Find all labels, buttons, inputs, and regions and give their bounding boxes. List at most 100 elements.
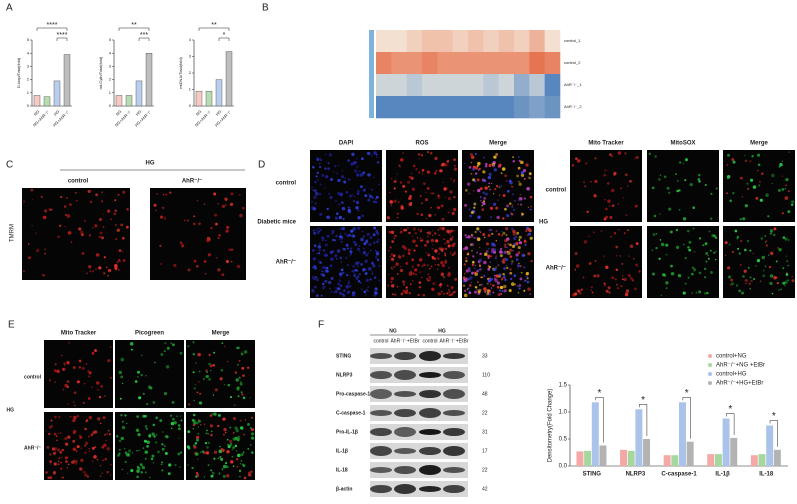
cell-signal [474, 152, 477, 156]
cell-signal [66, 214, 71, 218]
cell-signal [523, 254, 526, 257]
cell-signal [155, 416, 159, 420]
cell-signal [179, 415, 182, 417]
cell-signal [54, 449, 57, 451]
cell-signal [338, 215, 342, 220]
cell-signal [42, 215, 47, 220]
cell-signal [118, 439, 122, 443]
y-tick-label: 5 [27, 37, 30, 42]
cell-signal [488, 188, 491, 191]
cell-signal [726, 175, 731, 179]
cell-signal [605, 207, 608, 211]
cell-signal [499, 285, 504, 290]
cell-signal [425, 191, 427, 194]
cell-signal [49, 475, 53, 480]
cell-signal [236, 465, 239, 468]
cell-signal [523, 239, 527, 243]
blot-band [443, 446, 465, 456]
cell-signal [93, 455, 97, 459]
cell-signal [606, 182, 610, 185]
heatmap-cell [422, 96, 438, 119]
cell-signal [423, 263, 426, 267]
blot-band [443, 485, 465, 493]
cell-signal [78, 359, 82, 363]
cell-signal [243, 433, 246, 436]
cell-signal [59, 432, 62, 434]
cell-signal [56, 439, 58, 442]
cell-signal [339, 227, 342, 231]
cell-signal [400, 204, 404, 208]
cell-signal [241, 366, 245, 370]
cell-signal [452, 229, 455, 232]
cell-signal [444, 163, 448, 167]
cell-signal [785, 273, 789, 276]
cell-signal [152, 401, 156, 404]
cell-signal [87, 370, 90, 372]
cell-signal [472, 167, 475, 171]
y-tick-label: 0 [27, 103, 30, 108]
cell-signal [356, 173, 360, 177]
cell-signal [508, 179, 512, 183]
cell-signal [352, 240, 356, 244]
cell-signal [755, 265, 757, 267]
cell-signal [502, 217, 505, 220]
cell-signal [313, 285, 317, 289]
cell-signal [99, 475, 102, 477]
cell-signal [787, 190, 790, 193]
cell-signal [121, 420, 125, 423]
cell-signal [57, 460, 60, 463]
bar [671, 455, 679, 466]
cell-signal [691, 266, 694, 269]
cell-signal [749, 160, 752, 163]
cell-signal [318, 242, 321, 245]
cell-signal [739, 176, 743, 180]
cell-signal [463, 293, 468, 298]
significance-label: ** [131, 22, 137, 29]
cell-signal [321, 266, 325, 270]
cell-signal [312, 166, 315, 169]
cell-signal [453, 207, 457, 212]
cell-signal [75, 192, 77, 194]
protein-label: Pro-IL-1β [336, 429, 358, 435]
cell-signal [517, 267, 519, 269]
cell-signal [758, 184, 761, 187]
cell-signal [768, 265, 772, 269]
cell-signal [114, 209, 117, 212]
cell-signal [468, 269, 472, 273]
cell-signal [603, 173, 606, 177]
cell-signal [322, 273, 326, 277]
significance-label: * [223, 32, 226, 39]
cell-signal [483, 287, 487, 291]
cell-signal [438, 234, 441, 237]
cell-signal [729, 199, 732, 203]
cell-signal [60, 461, 63, 464]
heatmap-cell [376, 74, 392, 97]
cell-signal [99, 231, 103, 235]
cell-signal [94, 446, 96, 448]
y-tick-label: 2 [27, 77, 30, 82]
cell-signal [427, 264, 429, 266]
cell-signal [489, 206, 494, 210]
cell-signal [435, 169, 438, 172]
cell-signal [684, 257, 687, 260]
cell-signal [477, 215, 481, 219]
cell-signal [487, 247, 490, 250]
blot-band [394, 427, 416, 437]
cell-signal [431, 247, 434, 250]
cell-signal [715, 250, 718, 252]
cell-signal [682, 162, 685, 165]
cell-signal [496, 215, 500, 220]
cell-signal [339, 284, 343, 287]
cell-signal [688, 248, 692, 252]
label: control [24, 374, 42, 380]
cell-signal [441, 217, 445, 221]
cell-signal [495, 154, 498, 157]
cell-signal [177, 452, 181, 456]
cell-signal [137, 376, 139, 378]
cell-signal [91, 270, 95, 273]
cell-signal [206, 374, 210, 378]
cell-signal [492, 193, 495, 195]
cell-signal [46, 445, 50, 449]
cell-signal [365, 268, 368, 271]
cell-signal [682, 291, 686, 295]
